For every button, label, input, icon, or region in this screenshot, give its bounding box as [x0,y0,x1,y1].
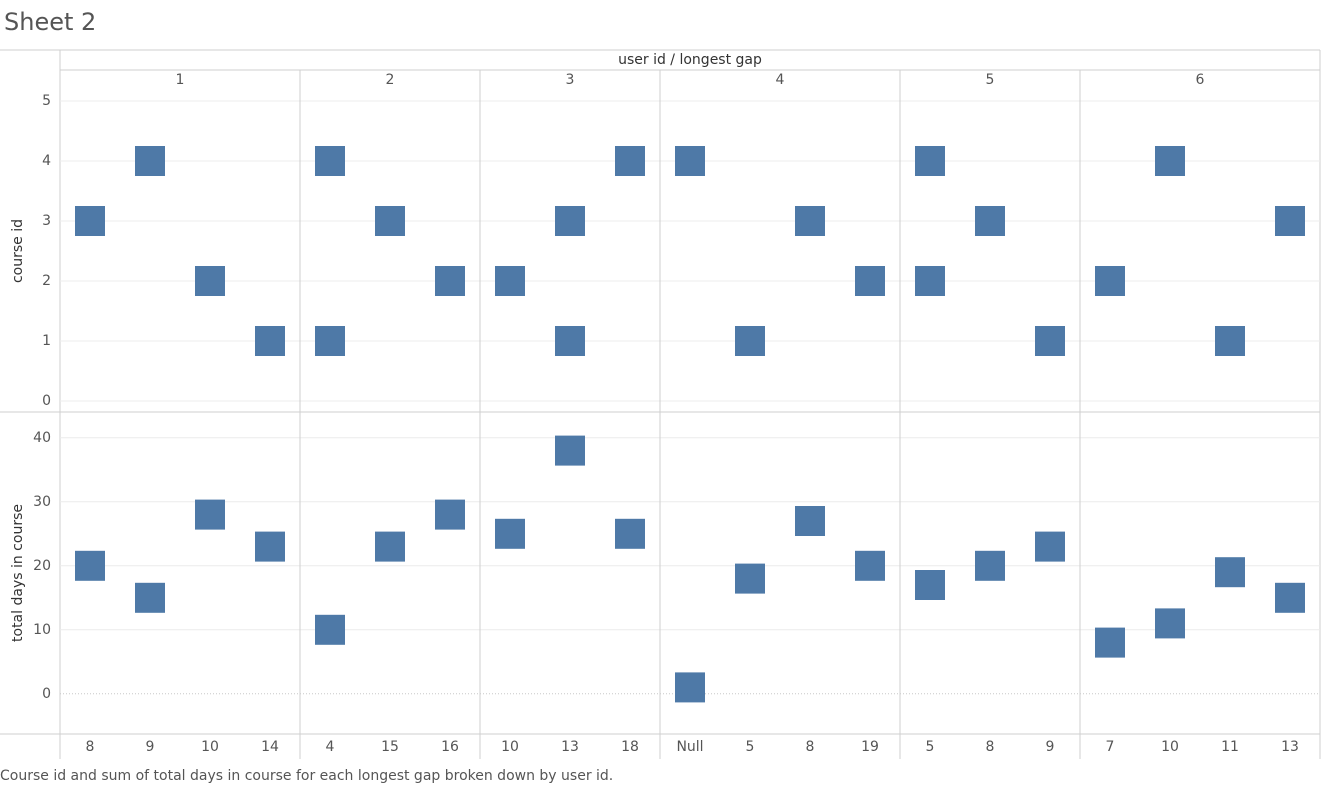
user-id-label: 2 [386,72,395,88]
y-tick-label: 4 [42,153,51,169]
y-tick-label: 2 [42,273,51,289]
data-point [915,266,945,296]
y-tick-label: 30 [33,494,51,510]
data-point [255,326,285,356]
x-tick-label: 13 [561,739,579,755]
data-point [75,550,105,581]
y-tick-label: 0 [42,393,51,409]
data-point [1275,206,1305,236]
x-tick-label: 5 [746,739,755,755]
data-point [315,326,345,356]
data-point [975,550,1005,581]
y-tick-label: 1 [42,333,51,349]
data-point [555,326,585,356]
x-tick-label: 10 [501,739,519,755]
x-tick-label: Null [676,739,703,755]
data-point [315,146,345,176]
data-point [315,614,345,645]
data-point [435,499,465,530]
user-id-label: 6 [1196,72,1205,88]
y-tick-label: 20 [33,558,51,574]
x-tick-label: 8 [986,739,995,755]
y-tick-label: 10 [33,622,51,638]
data-point [195,499,225,530]
data-point [555,206,585,236]
data-point [1095,266,1125,296]
data-point [75,206,105,236]
data-point [1155,608,1185,639]
data-point [795,506,825,536]
y-axis-title: course id [10,219,26,283]
sheet-title: Sheet 2 [4,8,97,36]
user-id-label: 1 [176,72,185,88]
data-point [495,266,525,296]
data-point [1035,326,1065,356]
data-point [735,326,765,356]
x-tick-label: 5 [926,739,935,755]
data-point [855,550,885,581]
x-tick-label: 10 [1161,739,1179,755]
data-point [255,531,285,562]
x-tick-label: 15 [381,739,399,755]
user-id-label: 3 [566,72,575,88]
x-tick-label: 8 [806,739,815,755]
data-point [1215,557,1245,588]
data-point [615,146,645,176]
x-tick-label: 19 [861,739,879,755]
y-axis-title: total days in course [10,504,26,642]
data-point [1215,326,1245,356]
data-point [915,570,945,600]
x-tick-label: 4 [326,739,335,755]
data-point [1275,582,1305,613]
user-id-label: 5 [986,72,995,88]
data-point [1035,531,1065,562]
x-tick-label: 10 [201,739,219,755]
data-point [975,206,1005,236]
x-tick-label: 16 [441,739,459,755]
data-point [195,266,225,296]
data-point [795,206,825,236]
data-point [435,266,465,296]
data-point [855,266,885,296]
data-point [1155,146,1185,176]
data-point [135,146,165,176]
x-tick-label: 9 [146,739,155,755]
y-tick-label: 3 [42,213,51,229]
data-point [375,206,405,236]
chart-caption: Course id and sum of total days in cours… [0,768,614,784]
data-point [735,563,765,594]
data-point [915,146,945,176]
column-header-title: user id / longest gap [618,52,762,68]
x-tick-label: 11 [1221,739,1239,755]
x-tick-label: 8 [86,739,95,755]
y-tick-label: 40 [33,430,51,446]
x-tick-label: 18 [621,739,639,755]
data-point [495,518,525,549]
x-tick-label: 7 [1106,739,1115,755]
x-tick-label: 9 [1046,739,1055,755]
x-tick-label: 13 [1281,739,1299,755]
data-point [615,518,645,549]
data-point [555,435,585,466]
x-tick-label: 14 [261,739,279,755]
y-tick-label: 5 [42,93,51,109]
data-point [375,531,405,562]
data-point [1095,627,1125,658]
data-point [675,146,705,176]
data-point [135,582,165,613]
y-tick-label: 0 [42,686,51,702]
data-point [675,672,705,703]
user-id-label: 4 [776,72,785,88]
